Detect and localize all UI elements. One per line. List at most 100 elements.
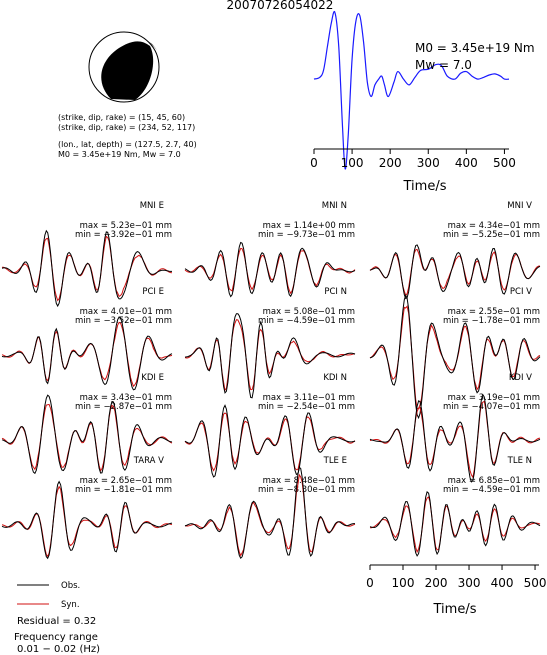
- panel-station-label: KDI N: [323, 373, 347, 383]
- panel-max-label: max = 3.19e−01 mm: [448, 393, 540, 403]
- observed-trace: [184, 241, 356, 298]
- panel-station-label: PCI E: [142, 287, 164, 297]
- bottom-xlabel: Time/s: [433, 602, 477, 617]
- panel-max-label: max = 3.11e−01 mm: [263, 393, 355, 403]
- panel-min-label: min = −2.54e−01 mm: [258, 402, 355, 412]
- bottom-tick-label: 0: [366, 576, 374, 590]
- panel-station-label: PCI V: [510, 287, 532, 297]
- panel-min-label: min = −5.25e−01 mm: [443, 230, 540, 240]
- stf-tick-label: 400: [455, 156, 478, 170]
- panel-station-label: TLE E: [323, 456, 347, 466]
- observed-trace: [184, 466, 355, 560]
- panel-max-label: max = 4.34e−01 mm: [448, 221, 540, 231]
- legend-obs-label: Obs.: [61, 581, 80, 591]
- observed-trace: [369, 491, 541, 557]
- panel-min-label: min = −1.81e−01 mm: [75, 485, 172, 495]
- panel-max-label: max = 2.65e−01 mm: [80, 476, 172, 486]
- observed-trace: [369, 293, 541, 420]
- plane1-text: (strike, dip, rake) = (15, 45, 60): [58, 113, 185, 122]
- bottom-axis: 0 100 200 300 400 500 Time/s: [366, 564, 546, 617]
- synthetic-trace: [369, 248, 541, 297]
- observed-trace: [1, 316, 173, 391]
- panel-min-label: min = −3.52e−01 mm: [75, 316, 172, 326]
- bottom-tick-label: 400: [491, 576, 514, 590]
- panel-max-label: max = 5.23e−01 mm: [80, 221, 172, 231]
- stf-mw-label: Mw = 7.0: [415, 58, 472, 72]
- stf-plot: M0 = 3.45e+19 Nm Mw = 7.0 0 100 200 300 400 5…: [310, 10, 535, 194]
- stf-tick-label: 500: [493, 156, 516, 170]
- bottom-x-ticks: 0 100 200 300 400 500: [366, 565, 546, 590]
- panel-min-label: min = −8.30e−01 mm: [258, 485, 355, 495]
- panel-station-label: KDI E: [141, 373, 164, 383]
- synthetic-trace: [184, 412, 356, 472]
- observed-trace: [1, 394, 173, 475]
- stf-line: [313, 10, 510, 170]
- moment-text: M0 = 3.45e+19 Nm, Mw = 7.0: [58, 150, 181, 159]
- observed-trace: [369, 393, 541, 483]
- stf-m0-label: M0 = 3.45e+19 Nm: [415, 41, 535, 55]
- panel-min-label: min = −1.78e−01 mm: [443, 316, 540, 326]
- panel-max-label: max = 2.55e−01 mm: [448, 307, 540, 317]
- legend-syn-label: Syn.: [61, 600, 80, 610]
- frequency-range: 0.01 − 0.02 (Hz): [17, 644, 100, 655]
- observed-trace: [1, 229, 172, 308]
- bottom-tick-label: 300: [458, 576, 481, 590]
- stf-x-ticks: 0 100 200 300 400 500: [310, 149, 516, 170]
- plane2-text: (strike, dip, rake) = (234, 52, 117): [58, 123, 195, 132]
- panel-max-label: max = 4.01e−01 mm: [80, 307, 172, 317]
- residual-text: Residual = 0.32: [17, 616, 96, 627]
- panel-min-label: min = −4.07e−01 mm: [443, 402, 540, 412]
- synthetic-trace: [369, 496, 541, 554]
- panel-min-label: min = −4.59e−01 mm: [258, 316, 355, 326]
- synthetic-trace: [184, 247, 356, 295]
- stf-tick-label: 300: [417, 156, 440, 170]
- panel-station-label: MNI V: [507, 201, 532, 211]
- panel-min-label: min = −3.92e−01 mm: [75, 230, 172, 240]
- frequency-title: Frequency range: [14, 632, 98, 643]
- panel-min-label: min = −2.87e−01 mm: [75, 402, 172, 412]
- panel-station-label: MNI N: [322, 201, 347, 211]
- panel-station-label: TLE N: [507, 456, 532, 466]
- panel-station-label: PCI N: [324, 287, 347, 297]
- bottom-tick-label: 100: [392, 576, 415, 590]
- beachball: [88, 31, 160, 103]
- panel-station-label: MNI E: [140, 201, 164, 211]
- observed-trace: [1, 480, 173, 560]
- stf-tick-label: 0: [310, 156, 318, 170]
- panel-max-label: max = 1.14e+00 mm: [263, 221, 355, 231]
- panel-max-label: max = 3.43e−01 mm: [80, 393, 172, 403]
- beachball-compression-quadrant: [101, 41, 154, 100]
- stf-tick-label: 200: [379, 156, 402, 170]
- panel-min-label: min = −4.59e−01 mm: [443, 485, 540, 495]
- legend: Obs. Syn.: [17, 581, 80, 610]
- panel-max-label: max = 8.48e−01 mm: [263, 476, 355, 486]
- bottom-tick-label: 500: [524, 576, 547, 590]
- stf-tick-label: 100: [341, 156, 364, 170]
- figure-title: 20070726054022: [227, 0, 334, 12]
- bottom-tick-label: 200: [425, 576, 448, 590]
- panel-min-label: min = −9.73e−01 mm: [258, 230, 355, 240]
- stf-xlabel: Time/s: [403, 179, 447, 194]
- location-text: (lon., lat, depth) = (127.5, 2.7, 40): [58, 140, 197, 149]
- panel-station-label: TARA V: [133, 456, 164, 466]
- panel-max-label: max = 6.85e−01 mm: [448, 476, 540, 486]
- observed-trace: [184, 404, 356, 478]
- observed-trace: [184, 313, 356, 399]
- observed-trace: [369, 244, 541, 300]
- synthetic-trace: [1, 485, 173, 558]
